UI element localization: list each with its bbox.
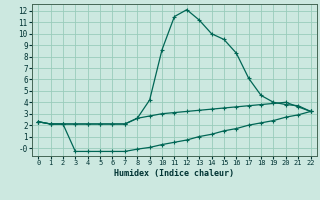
X-axis label: Humidex (Indice chaleur): Humidex (Indice chaleur) [115,169,234,178]
